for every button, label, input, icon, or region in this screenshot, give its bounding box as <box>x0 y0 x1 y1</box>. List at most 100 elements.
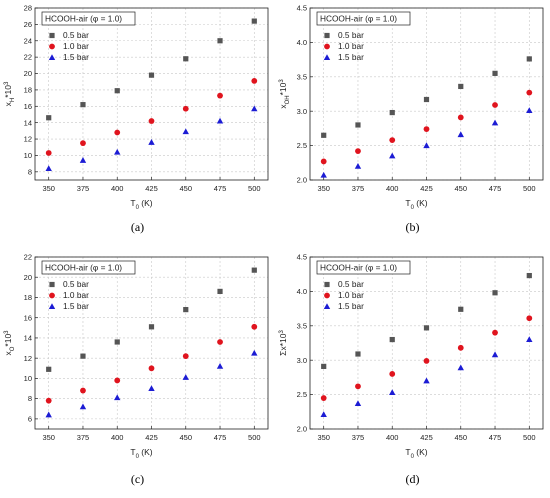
data-point <box>354 400 362 407</box>
data-point <box>491 119 499 126</box>
data-point <box>217 92 223 99</box>
legend-marker <box>324 292 330 299</box>
data-point <box>320 158 327 165</box>
data-point <box>355 122 361 128</box>
x-tick-label: 400 <box>111 433 124 442</box>
data-point <box>423 325 430 331</box>
caption-d: (d) <box>405 472 420 486</box>
data-point <box>182 128 189 135</box>
data-point <box>526 56 532 62</box>
x-tick-label: 500 <box>523 184 536 193</box>
data-point <box>217 288 223 294</box>
data-point <box>458 83 464 90</box>
x-tick-label: 350 <box>317 433 330 442</box>
data-point <box>148 324 155 330</box>
data-point <box>423 126 430 132</box>
legend-marker <box>324 281 330 288</box>
data-point <box>182 353 189 360</box>
data-point <box>251 77 258 84</box>
x-tick-label: 375 <box>77 433 90 442</box>
data-point <box>217 339 223 345</box>
y-tick-label: 3.5 <box>297 321 307 330</box>
legend-label: 1.0 bar <box>63 41 89 51</box>
chart-c: 350 375 400 425 450 475 500 6 8 10 12 14 16 18 20 22 T0 … <box>3 253 269 460</box>
x-tick-label: 475 <box>214 184 227 193</box>
chart-panel-d: 350 375 400 425 450 475 500 2.0 2.5 3.0 3.5 4.0 4.5 T… <box>275 249 550 498</box>
data-point <box>526 315 533 322</box>
data-point <box>80 140 86 147</box>
data-point <box>114 377 121 384</box>
chart-b: 350 375 400 425 450 475 500 2.0 2.5 3.0 3.5 4.0 4.5 T… <box>278 4 544 211</box>
data-point <box>389 336 395 343</box>
data-point <box>45 165 52 172</box>
x-tick-label: 350 <box>42 184 55 193</box>
y-tick-label: 22 <box>24 53 32 62</box>
chart-title: HCOOH-air (φ = 1.0) <box>45 14 122 24</box>
data-point <box>321 132 327 138</box>
data-point <box>182 374 189 380</box>
y-tick-label: 14 <box>24 334 32 343</box>
data-point <box>526 336 533 343</box>
data-point <box>457 114 464 121</box>
legend-label: 0.5 bar <box>63 279 89 289</box>
x-tick-label: 500 <box>523 433 536 442</box>
chart-panel-c: 350 375 400 425 450 475 500 6 8 10 12 14 16 18 20 22 T0 … <box>0 249 275 498</box>
chart-d: 350 375 400 425 450 475 500 2.0 2.5 3.0 3.5 4.0 4.5 T… <box>278 253 544 460</box>
data-point <box>321 363 327 369</box>
y-tick-label: 12 <box>24 354 32 363</box>
legend-label: 1.5 bar <box>338 52 364 62</box>
data-point <box>114 394 121 401</box>
data-point <box>251 267 257 273</box>
data-point <box>389 109 395 116</box>
legend-marker <box>323 303 331 309</box>
data-point <box>355 383 361 390</box>
legend-marker <box>49 32 55 39</box>
legend-label: 1.0 bar <box>338 290 364 300</box>
legend-label: 0.5 bar <box>338 279 364 289</box>
chart-a: 350 375 400 425 450 475 500 8 10 12 14 16 18 20 22 24 26… <box>3 4 269 211</box>
x-tick-label: 450 <box>180 433 193 442</box>
chart-title: HCOOH-air (φ = 1.0) <box>320 14 397 24</box>
data-point <box>492 70 498 76</box>
data-point <box>492 290 498 296</box>
data-point <box>423 377 430 384</box>
legend-label: 1.0 bar <box>338 41 364 51</box>
y-tick-label: 22 <box>24 253 32 262</box>
y-tick-label: 16 <box>24 102 32 111</box>
chart-title: HCOOH-air (φ = 1.0) <box>320 263 397 273</box>
data-point <box>114 148 121 155</box>
data-point <box>45 411 52 418</box>
caption-c: (c) <box>130 472 145 486</box>
data-point <box>457 364 464 371</box>
y-tick-label: 3.0 <box>297 107 307 116</box>
data-point <box>46 115 52 121</box>
x-tick-label: 350 <box>42 433 55 442</box>
y-tick-label: 20 <box>24 273 32 282</box>
data-point <box>80 102 86 108</box>
chart-panel-b: 350 375 400 425 450 475 500 2.0 2.5 3.0 3.5 4.0 4.5 T… <box>275 0 550 249</box>
data-point <box>251 105 258 112</box>
data-point <box>526 272 532 279</box>
data-point <box>492 102 498 108</box>
x-tick-label: 375 <box>352 433 365 442</box>
title-box <box>316 11 411 26</box>
data-point <box>389 137 396 143</box>
legend-label: 1.5 bar <box>63 301 89 311</box>
title-box <box>41 260 136 275</box>
y-tick-label: 2.0 <box>297 425 307 434</box>
x-tick-label: 425 <box>145 433 158 442</box>
y-tick-label: 24 <box>24 36 32 45</box>
data-point <box>114 88 120 94</box>
y-tick-label: 10 <box>24 151 32 160</box>
y-tick-label: 2.0 <box>297 176 307 185</box>
data-point <box>80 353 86 359</box>
data-point <box>492 329 498 336</box>
data-point <box>251 323 258 330</box>
y-tick-label: 12 <box>24 135 32 144</box>
legend-marker <box>49 43 55 50</box>
legend-label: 0.5 bar <box>63 30 89 40</box>
x-axis-label: T0 (K) <box>130 198 152 211</box>
data-point <box>457 344 464 351</box>
data-point <box>46 366 52 372</box>
y-tick-label: 18 <box>24 293 32 302</box>
